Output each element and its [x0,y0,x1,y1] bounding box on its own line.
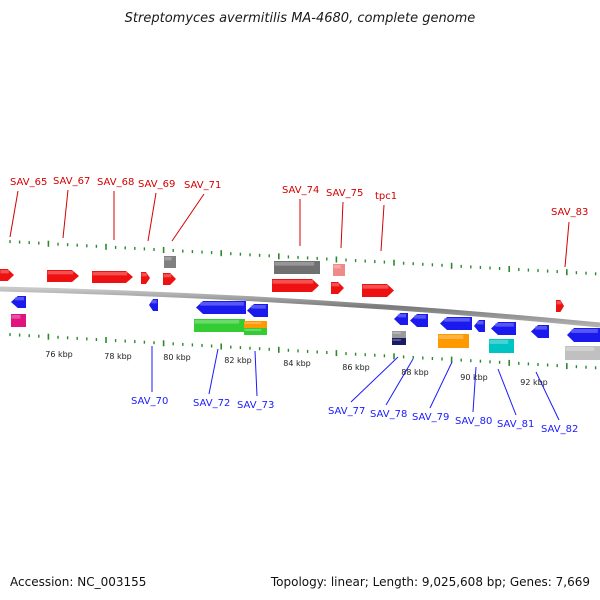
leader-line-sav-67 [62,189,69,239]
leader-line-sav-83 [564,221,570,268]
gene-sav-80-rev-highlight [476,321,484,325]
gene-label-sav-74[interactable]: SAV_74 [282,185,319,196]
gene-sav-67-highlight [47,271,74,275]
leader-line-sav-73 [254,350,258,397]
gene-label-sav-71[interactable]: SAV_71 [184,180,221,191]
label-leader-lines [9,189,570,421]
leader-line-sav-71 [171,193,205,242]
gene-label-sav-70[interactable]: SAV_70 [131,396,168,407]
leader-line-sav-78 [385,358,414,406]
gene-sav-82-rev-highlight [535,326,547,330]
leader-line-sav-69 [147,192,157,242]
gene-sav-66-alt-highlight [11,315,21,319]
genome-title: Streptomyces avermitilis MA-4680, comple… [125,11,476,26]
gene-label-sav-79[interactable]: SAV_79 [412,412,449,423]
tick-row-top [9,240,597,276]
gene-sav-74-highlight [272,280,314,284]
leader-line-sav-72 [208,348,219,395]
scale-label-86: 86 kbp [342,363,370,372]
gene-sav-75-highlight [331,283,340,287]
scale-label-78: 78 kbp [104,352,132,361]
gene-sav-73-orange-highlight [244,322,262,324]
leader-line-tpc1 [380,204,385,252]
accession-text: Accession: NC_003155 [10,575,146,589]
leader-line-sav-82 [535,371,560,421]
scale-label-88: 88 kbp [401,368,429,377]
gene-sav-68-highlight [92,272,128,276]
genome-backbone [0,286,600,328]
gene-sav-84-grey-highlight [565,347,595,351]
gene-sav-83-highlight [556,301,562,305]
gene-label-sav-83[interactable]: SAV_83 [551,207,588,218]
leader-line-sav-75 [340,201,344,249]
gene-sav-74-alt-highlight [274,262,315,266]
gene-sav-71-alt-highlight [164,257,172,261]
gene-sav-79-highlight [438,335,464,339]
scale-label-92: 92 kbp [520,378,548,387]
gene-label-sav-80[interactable]: SAV_80 [455,416,492,427]
gene-label-sav-69[interactable]: SAV_69 [138,179,175,190]
leader-line-sav-81 [497,368,517,416]
gene-sav-77-grey-highlight [392,332,401,334]
scale-label-82: 82 kbp [224,356,252,365]
scale-label-90: 90 kbp [460,373,488,382]
gene-label-sav-67[interactable]: SAV_67 [53,176,90,187]
gene-sav-70-highlight [151,300,157,304]
gene-label-sav-82[interactable]: SAV_82 [541,424,578,435]
gene-sav-81-rev-highlight [495,323,514,327]
gene-sav-75-alt-highlight [333,265,341,269]
gene-label-sav-78[interactable]: SAV_78 [370,409,407,420]
gene-sav-65-highlight [0,270,9,274]
gene-sav-76-rev-highlight [397,314,407,318]
scale-label-84: 84 kbp [283,359,311,368]
leader-line-sav-65 [9,190,19,238]
gene-sav-79-rev-highlight [444,318,470,322]
leader-line-sav-80 [472,366,477,413]
gene-sav-71-highlight [163,274,172,278]
tick-row-bottom [9,333,597,370]
gene-label-sav-72[interactable]: SAV_72 [193,398,230,409]
gene-sav-66-highlight [15,297,24,301]
gene-label-tpc1[interactable]: tpc1 [375,191,397,202]
gene-label-sav-81[interactable]: SAV_81 [497,419,534,430]
gene-sav-72-highlight [194,320,240,324]
gene-sav-77-navy-highlight [392,339,401,341]
gene-sav-81-highlight [489,340,509,344]
gene-sav-69-highlight [141,273,147,277]
gene-features [0,256,600,360]
scale-label-80: 80 kbp [163,353,191,362]
gene-label-sav-73[interactable]: SAV_73 [237,400,274,411]
genome-stats-text: Topology: linear; Length: 9,025,608 bp; … [270,575,590,589]
gene-sav-72-rev-highlight [200,302,244,306]
gene-sav-73-green-highlight [244,329,262,331]
gene-label-sav-75[interactable]: SAV_75 [326,188,363,199]
gene-label-sav-77[interactable]: SAV_77 [328,406,365,417]
leader-line-sav-77 [350,356,399,403]
gene-label-sav-68[interactable]: SAV_68 [97,177,134,188]
gene-tpc1-highlight [362,285,389,289]
gene-sav-84-rev-highlight [571,329,598,333]
scale-label-76: 76 kbp [45,350,73,359]
leader-line-sav-79 [429,361,453,409]
gene-label-sav-65[interactable]: SAV_65 [10,177,47,188]
gene-sav-73-rev-highlight [251,305,266,309]
gene-sav-78-rev-highlight [414,315,426,319]
